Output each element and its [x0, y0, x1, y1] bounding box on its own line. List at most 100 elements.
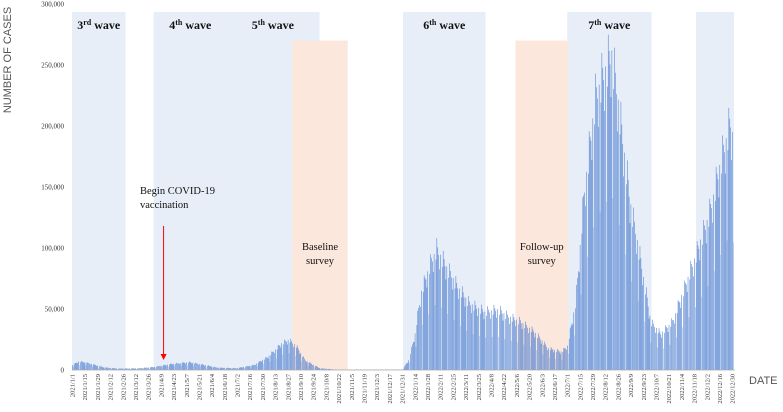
bar-day-527 — [549, 350, 551, 370]
bar-day-539 — [560, 351, 562, 370]
bar-day-245 — [294, 344, 295, 370]
bar-day-163 — [219, 367, 221, 370]
x-tick-label: 2022/4/22 — [501, 374, 508, 400]
bar-day-621 — [635, 233, 636, 370]
bar-day-384 — [420, 307, 421, 370]
bar-day-663 — [673, 320, 674, 370]
bar-day-403 — [437, 247, 439, 370]
bar-day-141 — [199, 366, 201, 370]
bar-day-125 — [185, 363, 186, 370]
bar-day-53 — [120, 368, 121, 370]
bar-day-576 — [594, 124, 595, 370]
bar-day-474 — [501, 313, 503, 370]
bar-day-635 — [647, 306, 649, 370]
bar-day-648 — [659, 331, 661, 370]
bar-day-48 — [115, 368, 117, 370]
bar-day-106 — [168, 366, 169, 370]
bar-day-401 — [435, 259, 437, 370]
bar-day-115 — [176, 362, 177, 370]
bar-day-101 — [163, 364, 165, 370]
bar-day-178 — [233, 367, 234, 370]
bar-day-279 — [325, 368, 326, 370]
bar-day-17 — [87, 362, 88, 370]
bar-day-493 — [519, 316, 520, 370]
bar-day-196 — [249, 365, 251, 370]
x-tick-label: 2022/7/29 — [590, 374, 597, 400]
bar-day-67 — [132, 368, 134, 370]
bar-day-257 — [305, 360, 306, 370]
bar-day-410 — [443, 259, 445, 370]
bar-day-116 — [177, 363, 178, 370]
bar-day-259 — [306, 361, 308, 370]
bar-day-482 — [509, 323, 510, 370]
bar-day-667 — [676, 313, 678, 370]
bar-day-518 — [541, 340, 543, 370]
bar-day-258 — [305, 362, 307, 370]
bar-day-32 — [101, 366, 102, 370]
bar-day-724 — [728, 107, 730, 371]
x-tick-label: 2021/4/23 — [171, 374, 178, 400]
bar-day-207 — [259, 361, 261, 370]
bar-day-628 — [641, 268, 643, 370]
x-tick-label: 2022/6/3 — [539, 374, 546, 397]
bar-day-278 — [324, 368, 325, 370]
bar-day-435 — [466, 330, 468, 370]
bar-day-485 — [511, 321, 513, 370]
x-tick-label: 2021/1/29 — [95, 374, 102, 400]
bar-day-82 — [146, 367, 147, 370]
x-tick-label: 2022/3/25 — [476, 374, 483, 400]
bar-day-147 — [205, 365, 206, 370]
bar-day-145 — [203, 364, 205, 370]
bar-day-664 — [674, 323, 675, 370]
bar-day-134 — [193, 366, 195, 370]
bar-day-472 — [500, 306, 501, 370]
bar-day-567 — [586, 171, 587, 370]
bar-day-514 — [538, 333, 539, 370]
x-tick-label: 2022/11/18 — [692, 374, 699, 403]
bar-day-554 — [574, 335, 575, 370]
bar-day-189 — [243, 366, 244, 370]
bar-day-569 — [588, 173, 589, 370]
bar-day-97 — [159, 366, 161, 370]
bar-day-698 — [704, 229, 706, 370]
bar-day-537 — [558, 351, 560, 370]
wave-label-3: 5th wave — [252, 18, 295, 33]
bar-day-393 — [428, 314, 429, 370]
bar-day-499 — [524, 328, 526, 370]
bar-day-446 — [476, 308, 478, 370]
bar-day-661 — [671, 318, 672, 370]
x-tick-label: 2022/4/8 — [488, 374, 495, 397]
bar-day-469 — [497, 309, 498, 370]
bar-day-468 — [496, 317, 497, 370]
bar-day-146 — [204, 365, 205, 370]
x-tick-label: 2022/9/23 — [641, 374, 648, 400]
bar-day-478 — [505, 318, 507, 370]
bar-day-272 — [318, 368, 320, 370]
bar-day-9 — [80, 362, 81, 370]
bar-day-113 — [174, 366, 176, 370]
bar-day-86 — [149, 367, 151, 370]
bar-day-57 — [123, 369, 125, 370]
bar-day-513 — [537, 338, 538, 370]
bar-day-389 — [424, 277, 426, 370]
bar-day-536 — [558, 350, 559, 370]
x-tick-label: 2021/1/15 — [82, 374, 89, 400]
bar-day-23 — [92, 364, 94, 370]
bar-day-84 — [148, 367, 149, 370]
bar-day-579 — [597, 98, 598, 370]
bar-day-222 — [273, 351, 274, 370]
bar-day-529 — [551, 348, 553, 370]
bar-day-466 — [494, 308, 496, 370]
bar-day-722 — [726, 240, 728, 370]
wave-band-1 — [72, 12, 126, 370]
bar-day-557 — [577, 277, 578, 370]
bar-day-240 — [289, 342, 291, 370]
bar-day-433 — [464, 306, 466, 370]
bar-day-566 — [585, 206, 586, 370]
bar-day-214 — [266, 357, 267, 370]
bar-day-211 — [263, 364, 264, 370]
bar-day-716 — [721, 173, 722, 370]
bar-day-144 — [202, 364, 204, 370]
bar-day-700 — [706, 219, 708, 370]
bar-day-490 — [516, 319, 517, 370]
